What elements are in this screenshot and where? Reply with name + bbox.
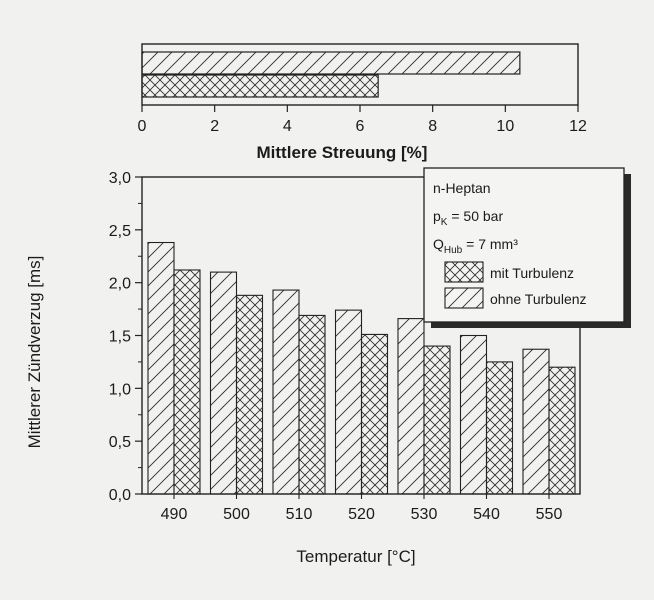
x-tick-label: 500	[223, 506, 250, 523]
top-x-tick-label: 12	[569, 118, 587, 135]
legend-swatch-mit	[444, 261, 484, 283]
legend-volume-symbol: Q	[433, 236, 444, 252]
bar-500-ohne	[209, 271, 238, 495]
bar-540-ohne	[459, 334, 488, 495]
bar-490-ohne	[147, 241, 175, 495]
legend-pressure-subscript: K	[441, 217, 448, 228]
top-bar-1	[141, 51, 521, 75]
x-tick-label: 540	[473, 506, 500, 523]
legend-fuel: n-Heptan	[433, 180, 491, 196]
top-x-tick-label: 6	[356, 118, 365, 135]
legend-pressure-symbol: p	[433, 208, 441, 224]
x-tick-label: 520	[348, 506, 375, 523]
y-tick-label: 3,0	[109, 170, 131, 187]
legend-entry-mit: mit Turbulenz	[490, 265, 574, 281]
bar-500-mit	[235, 294, 264, 495]
legend-volume: QHub = 7 mm³	[433, 236, 518, 256]
x-tick-label: 510	[286, 506, 313, 523]
x-tick-label: 550	[536, 506, 563, 523]
x-tick-label: 490	[161, 506, 188, 523]
y-tick-label: 1,5	[109, 329, 131, 346]
top-bar-2	[141, 74, 379, 98]
y-tick-label: 2,0	[109, 276, 131, 293]
y-tick-label: 1,0	[109, 381, 131, 398]
legend-pressure-value: = 50 bar	[447, 208, 503, 224]
bar-530-ohne	[397, 318, 425, 495]
bar-550-mit	[548, 366, 576, 495]
bar-510-mit	[298, 314, 326, 495]
top-x-tick-label: 2	[210, 118, 219, 135]
x-tick-label: 530	[411, 506, 438, 523]
top-x-tick-label: 0	[138, 118, 147, 135]
legend-volume-value: = 7 mm³	[462, 236, 518, 252]
legend: n-Heptan pK = 50 bar QHub = 7 mm³ mit Tu…	[423, 167, 631, 328]
bar-490-mit	[173, 269, 201, 495]
main-chart: 0,0 0,5 1,0 1,5 2,0 2,5 3,0 490 500 510 520 530 540…	[25, 167, 631, 566]
legend-entry-ohne: ohne Turbulenz	[490, 291, 587, 307]
bar-520-ohne	[334, 309, 363, 495]
legend-volume-subscript: Hub	[444, 245, 463, 256]
bar-550-ohne	[522, 348, 550, 495]
top-x-axis-label: Mittlere Streuung [%]	[257, 143, 428, 162]
y-tick-label: 0,5	[109, 434, 131, 451]
bar-510-ohne	[272, 289, 300, 495]
legend-swatch-ohne	[444, 287, 484, 309]
top-x-tick-label: 4	[283, 118, 292, 135]
top-chart: 0 2 4 6 8 10 12 Mittlere Streuung [%]	[138, 43, 587, 162]
legend-pressure: pK = 50 bar	[433, 208, 503, 228]
y-tick-label: 2,5	[109, 223, 131, 240]
bar-530-mit	[423, 345, 451, 495]
y-tick-label: 0,0	[109, 487, 131, 504]
main-y-axis-label: Mittlerer Zündverzug [ms]	[25, 256, 44, 449]
top-x-tick-label: 10	[496, 118, 514, 135]
main-x-axis-label: Temperatur [°C]	[296, 547, 415, 566]
bar-540-mit	[485, 361, 514, 495]
top-x-tick-label: 8	[428, 118, 437, 135]
bar-520-mit	[360, 333, 389, 495]
